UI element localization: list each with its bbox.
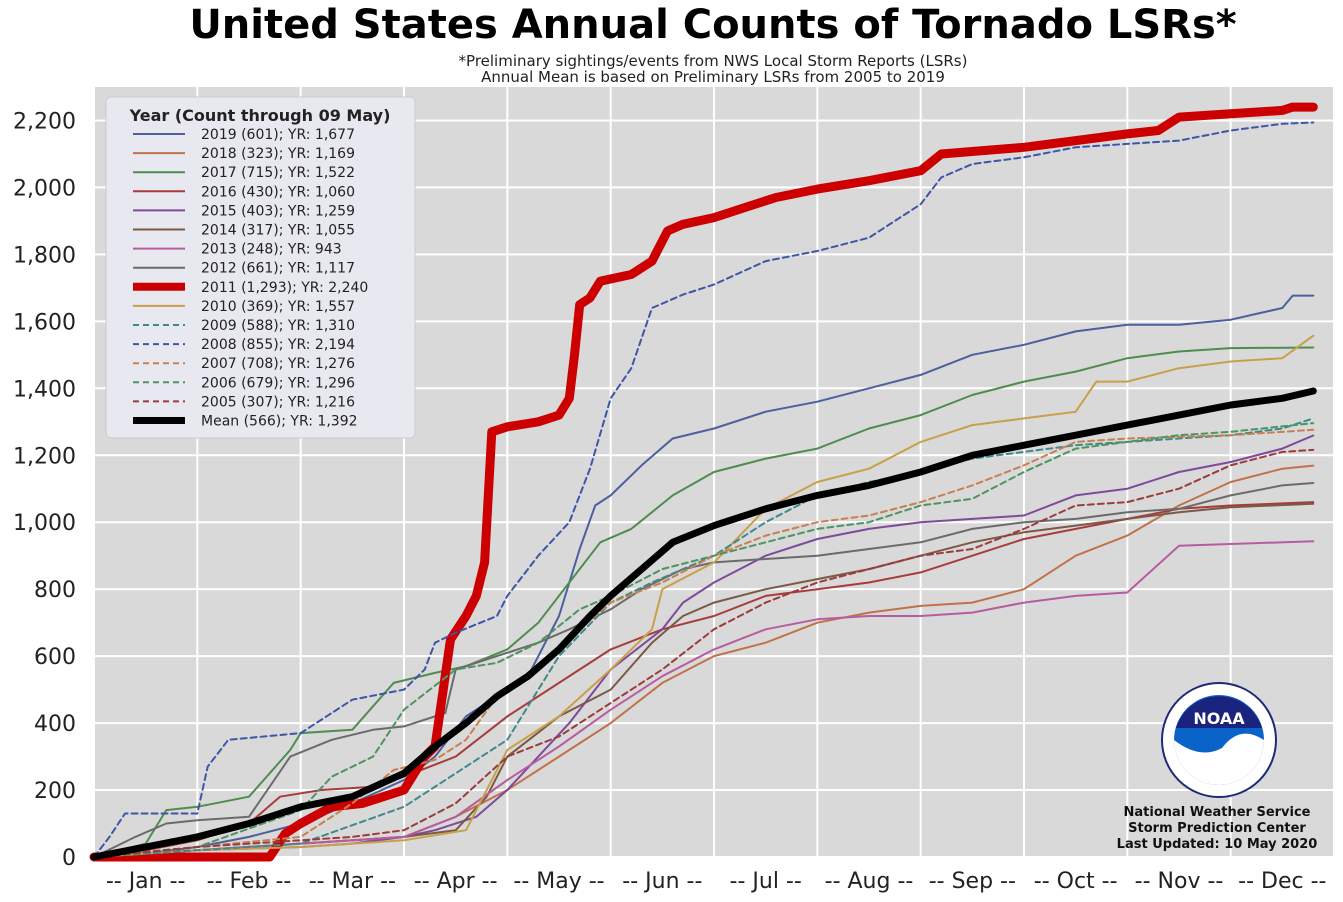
credit-line-1: National Weather Service [1124, 805, 1311, 820]
legend-label: 2015 (403); YR: 1,259 [201, 203, 355, 219]
legend-label: 2014 (317); YR: 1,055 [201, 223, 355, 239]
x-tick-label: -- Apr -- [414, 869, 498, 894]
series-line [93, 482, 1315, 858]
y-tick-label: 1,400 [13, 377, 76, 402]
legend-label: 2019 (601); YR: 1,677 [201, 127, 355, 143]
series-line [93, 540, 1315, 858]
x-tick-label: -- Sep -- [929, 869, 1016, 894]
legend-label: 2009 (588); YR: 1,310 [201, 318, 355, 334]
legend-box [105, 96, 416, 439]
series-line [93, 121, 1315, 858]
legend-label: 2010 (369); YR: 1,557 [201, 299, 355, 315]
y-tick-label: 0 [62, 846, 76, 871]
legend-label: 2008 (855); YR: 2,194 [201, 337, 355, 353]
x-tick-label: -- May -- [513, 869, 604, 894]
series-line [90, 387, 1317, 861]
legend-label: 2011 (1,293); YR: 2,240 [201, 280, 368, 296]
legend-label: 2005 (307); YR: 1,216 [201, 394, 355, 410]
y-tick-label: 2,200 [13, 109, 76, 134]
y-tick-label: 600 [34, 645, 76, 670]
x-tick-label: -- Jun -- [622, 869, 702, 894]
credit-line-2: Storm Prediction Center [1128, 821, 1306, 836]
legend-items: 2019 (601); YR: 1,677 2018 (323); YR: 1,1… [133, 127, 368, 430]
y-tick-label: 1,600 [13, 310, 76, 335]
legend-label: 2018 (323); YR: 1,169 [201, 146, 355, 162]
series-line [89, 102, 1318, 862]
legend-label: 2017 (715); YR: 1,522 [201, 165, 355, 181]
x-tick-label: -- Oct -- [1034, 869, 1118, 894]
legend-label: Mean (566); YR: 1,392 [201, 414, 358, 430]
chart-subtitle-line1: *Preliminary sightings/events from NWS L… [459, 52, 968, 70]
legend-label: 2013 (248); YR: 943 [201, 242, 342, 258]
y-tick-label: 400 [34, 712, 76, 737]
noaa-logo-seagull-shape [1174, 733, 1264, 785]
y-tick-label: 1,200 [13, 444, 76, 469]
legend-label: 2012 (661); YR: 1,117 [201, 261, 355, 277]
y-axis-ticks: 0 200 400 600 800 1,000 1,200 1,400 1,600 1,800 2,… [13, 109, 76, 871]
legend-label: 2006 (679); YR: 1,296 [201, 375, 355, 391]
y-tick-label: 200 [34, 779, 76, 804]
x-tick-label: -- Mar -- [309, 869, 396, 894]
y-tick-label: 800 [34, 578, 76, 603]
x-tick-label: -- Nov -- [1135, 869, 1224, 894]
x-tick-label: -- Aug -- [825, 869, 914, 894]
x-tick-label: -- Feb -- [207, 869, 292, 894]
noaa-logo-top-band [1176, 696, 1262, 728]
series-line [93, 422, 1315, 858]
noaa-logo-text: NOAA [1193, 709, 1245, 728]
legend-title: Year (Count through 09 May) [129, 106, 391, 125]
legend-label: 2016 (430); YR: 1,060 [201, 184, 355, 200]
y-tick-label: 1,000 [13, 511, 76, 536]
series-lines [89, 102, 1318, 862]
chart-title: United States Annual Counts of Tornado L… [189, 2, 1236, 48]
legend-label: 2007 (708); YR: 1,276 [201, 356, 355, 372]
series-line [93, 448, 1315, 858]
chart-subtitle-line2: Annual Mean is based on Preliminary LSRs… [481, 68, 945, 86]
series-line [93, 428, 1315, 858]
legend: Year (Count through 09 May) 2019 (601); … [105, 96, 416, 439]
series-line [93, 417, 1315, 858]
series-line [93, 346, 1315, 858]
x-tick-label: -- Jul -- [730, 869, 802, 894]
credit-line-3: Last Updated: 10 May 2020 [1117, 837, 1318, 852]
x-tick-label: -- Jan -- [106, 869, 186, 894]
y-tick-label: 1,800 [13, 243, 76, 268]
noaa-logo: NOAA [1161, 682, 1277, 798]
x-axis-ticks: -- Jan -- -- Feb -- -- Mar -- -- Apr -- -- M… [106, 869, 1327, 894]
y-tick-label: 2,000 [13, 176, 76, 201]
series-line [93, 502, 1315, 858]
x-tick-label: -- Dec -- [1238, 869, 1326, 894]
